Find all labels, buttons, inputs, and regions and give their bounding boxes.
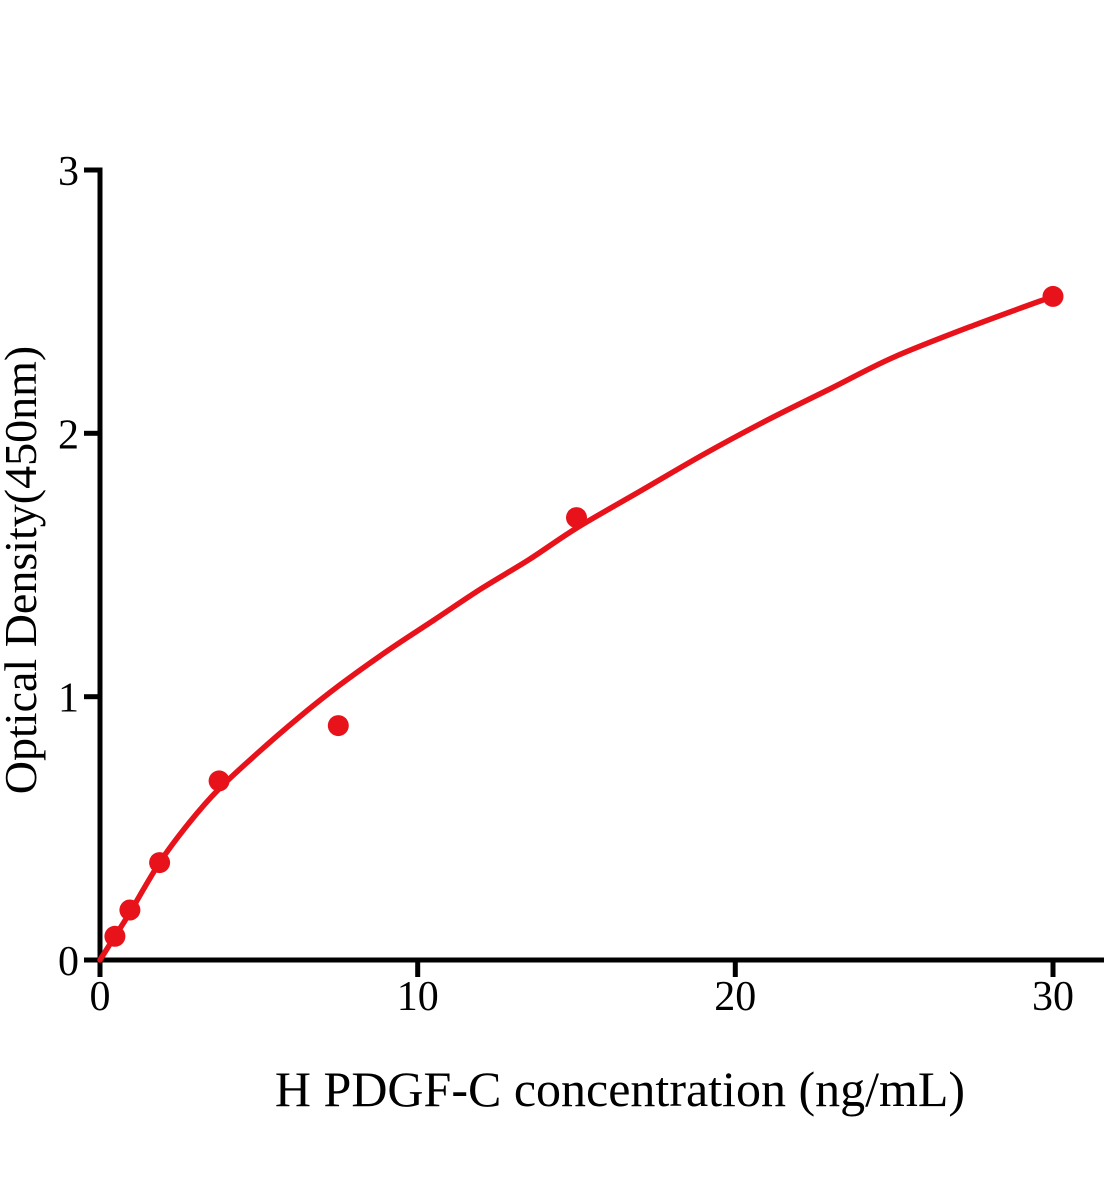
y-tick-label: 2 <box>58 412 79 458</box>
data-point <box>208 770 230 792</box>
x-tick-label: 20 <box>714 974 756 1020</box>
y-axis-title: Optical Density(450nm) <box>0 346 46 794</box>
fit-curve <box>97 293 1056 963</box>
x-tick-label: 30 <box>1032 974 1074 1020</box>
data-point <box>566 507 587 529</box>
data-point <box>327 715 349 737</box>
data-point <box>119 899 141 921</box>
data-point <box>1042 285 1064 307</box>
y-tick-label: 1 <box>58 676 79 722</box>
data-point <box>104 925 126 947</box>
y-tick-label: 3 <box>58 149 79 195</box>
data-point <box>149 852 171 874</box>
x-tick-label: 0 <box>90 974 111 1020</box>
x-tick-label: 10 <box>397 974 439 1020</box>
x-axis-title: H PDGF-C concentration (ng/mL) <box>275 1061 965 1117</box>
series-layer <box>97 285 1064 963</box>
y-tick-label: 0 <box>58 939 79 985</box>
